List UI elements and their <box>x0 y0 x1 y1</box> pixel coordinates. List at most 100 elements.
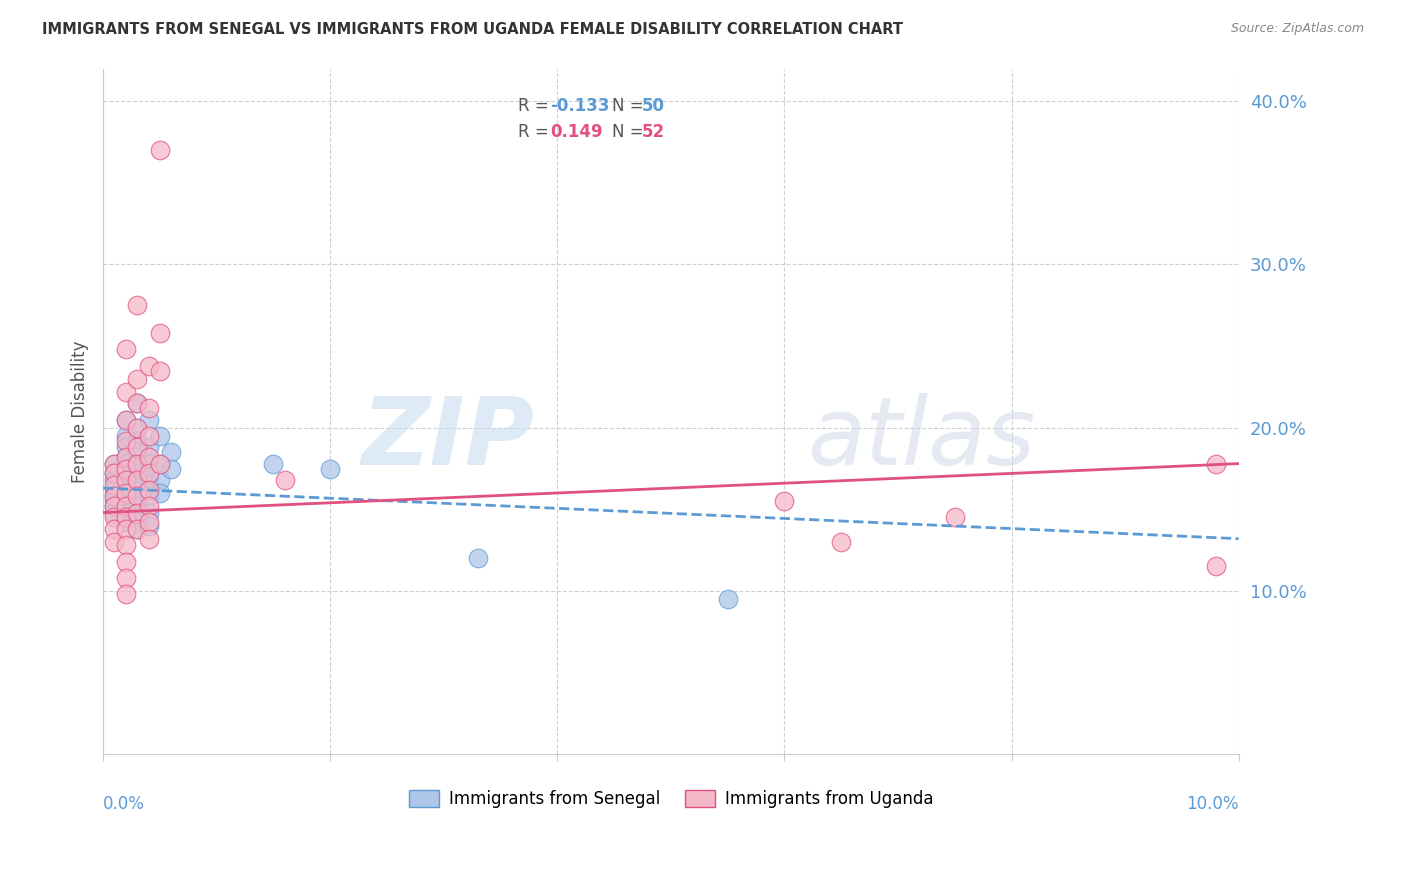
Point <box>138 499 160 513</box>
Text: ZIP: ZIP <box>361 392 534 484</box>
Text: 10.0%: 10.0% <box>1187 796 1239 814</box>
Point <box>103 489 125 503</box>
Point <box>103 522 125 536</box>
Legend: Immigrants from Senegal, Immigrants from Uganda: Immigrants from Senegal, Immigrants from… <box>402 783 941 814</box>
Point <box>138 518 160 533</box>
Point <box>115 440 138 454</box>
Point <box>1205 559 1227 574</box>
Point <box>115 510 138 524</box>
Point <box>103 457 125 471</box>
Point <box>943 510 966 524</box>
Point <box>149 143 172 157</box>
Point <box>103 478 125 492</box>
Point <box>115 555 138 569</box>
Text: 52: 52 <box>641 122 665 141</box>
Point <box>149 473 172 487</box>
Point <box>127 420 149 434</box>
Point <box>127 506 149 520</box>
Point <box>262 457 284 471</box>
Point <box>115 506 138 520</box>
Point <box>103 483 125 497</box>
Point <box>149 429 172 443</box>
Point <box>138 469 160 483</box>
Point <box>115 473 138 487</box>
Point <box>138 489 160 503</box>
Point <box>115 412 138 426</box>
Point <box>127 499 149 513</box>
Point <box>115 522 138 536</box>
Text: 0.0%: 0.0% <box>103 796 145 814</box>
Point <box>115 571 138 585</box>
Point <box>127 478 149 492</box>
Text: R =: R = <box>517 122 554 141</box>
Point <box>115 450 138 464</box>
Text: N =: N = <box>612 122 648 141</box>
Point <box>160 461 183 475</box>
Point <box>830 535 852 549</box>
Point <box>138 478 160 492</box>
Point <box>138 483 160 497</box>
Point <box>103 473 125 487</box>
Point <box>103 499 125 513</box>
Point <box>115 486 138 500</box>
Point <box>103 535 125 549</box>
Point <box>127 506 149 520</box>
Point <box>115 499 138 513</box>
Point <box>717 592 740 607</box>
Point <box>138 516 160 530</box>
Point <box>127 489 149 503</box>
Point <box>115 483 138 497</box>
Point <box>127 298 149 312</box>
Point <box>115 384 138 399</box>
Text: Source: ZipAtlas.com: Source: ZipAtlas.com <box>1230 22 1364 36</box>
Point <box>138 532 160 546</box>
Point <box>127 396 149 410</box>
Point <box>115 429 138 443</box>
Point <box>127 467 149 481</box>
Point <box>138 359 160 373</box>
Point <box>103 499 125 513</box>
Point <box>115 465 138 479</box>
Point <box>115 343 138 357</box>
Point <box>127 420 149 434</box>
Point <box>160 445 183 459</box>
Point <box>149 363 172 377</box>
Point <box>115 461 138 475</box>
Point <box>115 434 138 448</box>
Point <box>103 457 125 471</box>
Point <box>149 486 172 500</box>
Text: -0.133: -0.133 <box>551 96 610 114</box>
Y-axis label: Female Disability: Female Disability <box>72 340 89 483</box>
Point <box>103 510 125 524</box>
Point <box>149 457 172 471</box>
Text: IMMIGRANTS FROM SENEGAL VS IMMIGRANTS FROM UGANDA FEMALE DISABILITY CORRELATION : IMMIGRANTS FROM SENEGAL VS IMMIGRANTS FR… <box>42 22 903 37</box>
Point <box>138 467 160 481</box>
Point <box>127 522 149 536</box>
Point <box>127 434 149 448</box>
Point <box>127 372 149 386</box>
Point <box>103 494 125 508</box>
Text: 50: 50 <box>641 96 665 114</box>
Text: N =: N = <box>612 96 648 114</box>
Point <box>773 494 796 508</box>
Text: 0.149: 0.149 <box>551 122 603 141</box>
Point <box>149 457 172 471</box>
Point <box>127 489 149 503</box>
Point <box>115 499 138 513</box>
Point <box>115 516 138 530</box>
Point <box>1205 457 1227 471</box>
Point <box>138 457 160 471</box>
Point <box>103 467 125 481</box>
Point <box>138 429 160 443</box>
Point <box>115 587 138 601</box>
Point <box>274 473 297 487</box>
Point <box>138 412 160 426</box>
Point <box>103 467 125 481</box>
Point <box>127 396 149 410</box>
Point <box>127 445 149 459</box>
Point <box>103 489 125 503</box>
Point <box>138 440 160 454</box>
Point <box>115 473 138 487</box>
Point <box>115 538 138 552</box>
Point <box>127 440 149 454</box>
